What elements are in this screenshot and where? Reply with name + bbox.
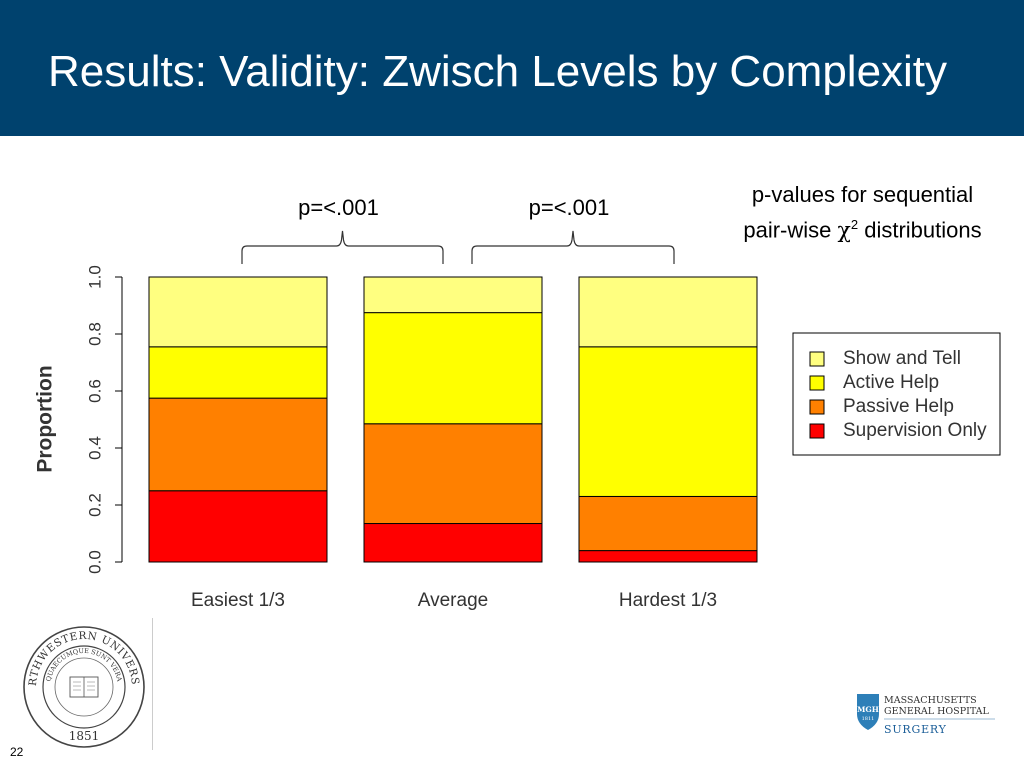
legend-swatch (809, 399, 825, 415)
pvalue-note-line2: pair-wise χ2 distributions (715, 210, 1010, 246)
comparison-bracket (241, 230, 444, 264)
legend-label: Passive Help (843, 396, 954, 417)
slide-title: Results: Validity: Zwisch Levels by Comp… (48, 47, 948, 96)
logo-divider (152, 618, 153, 750)
chi-exponent: 2 (850, 217, 859, 232)
pvalue-note-suffix: distributions (858, 217, 982, 243)
y-tick-label: 1.0 (85, 265, 104, 289)
legend-box (792, 332, 1001, 456)
seal-year: 1851 (69, 729, 100, 743)
legend-swatch (809, 423, 825, 439)
northwestern-seal-logo: NORTHWESTERN UNIVERSITY QUAECUMQUE SUNT … (22, 625, 145, 748)
y-tick-label: 0.6 (85, 379, 104, 403)
bar-segment-active-help (363, 312, 543, 425)
comparison-bracket (471, 230, 675, 264)
mgh-name-line1: MASSACHUSETTS (884, 695, 977, 706)
y-tick-label: 0.4 (85, 436, 104, 460)
x-tick-label: Hardest 1/3 (619, 590, 717, 611)
bar-segment-active-help (578, 346, 758, 497)
pvalue-note: p-values for sequential pair-wise χ2 dis… (715, 180, 1010, 246)
bar-segment-supervision-only (148, 490, 328, 563)
legend-swatch (809, 375, 825, 391)
stacked-bar-chart: 0.0 0.2 0.4 0.6 0.8 1.0 Proportion Easiest 1/3 A… (34, 195, 1001, 611)
bar-segment-show-and-tell (148, 276, 328, 348)
bar-segment-passive-help (363, 423, 543, 525)
legend-label: Supervision Only (843, 420, 987, 441)
comparison-pvalue: p=<.001 (298, 195, 379, 220)
bar-segment-show-and-tell (578, 276, 758, 348)
chi-symbol: χ (837, 218, 851, 244)
mgh-mark-year: 1811 (862, 716, 875, 722)
mgh-surgery-logo: MGH 1811 MASSACHUSETTS GENERAL HOSPITAL … (857, 694, 995, 736)
bar-segment-active-help (148, 346, 328, 399)
pvalue-note-prefix: pair-wise (743, 217, 838, 243)
x-tick-label: Average (418, 590, 488, 611)
slide-number: 22 (10, 745, 24, 759)
bar-segment-show-and-tell (363, 276, 543, 314)
legend-label: Active Help (843, 372, 939, 393)
title-bar (0, 0, 1024, 136)
y-tick-label: 0.8 (85, 322, 104, 346)
mgh-mark-text: MGH (857, 705, 879, 714)
legend-swatch (809, 351, 825, 367)
pvalue-note-line1: p-values for sequential (751, 182, 974, 207)
comparison-pvalue: p=<.001 (529, 195, 610, 220)
mgh-name-line2: GENERAL HOSPITAL (884, 706, 990, 717)
bar-segment-passive-help (578, 495, 758, 552)
y-tick-label: 0.2 (85, 493, 104, 517)
bar-segment-passive-help (148, 397, 328, 492)
y-tick-label: 0.0 (85, 550, 104, 574)
legend-label: Show and Tell (843, 348, 961, 369)
x-tick-label: Easiest 1/3 (191, 590, 285, 611)
y-axis-title: Proportion (34, 365, 57, 472)
bar-segment-supervision-only (363, 523, 543, 563)
mgh-department: SURGERY (884, 723, 947, 736)
bar-segment-supervision-only (578, 550, 758, 563)
